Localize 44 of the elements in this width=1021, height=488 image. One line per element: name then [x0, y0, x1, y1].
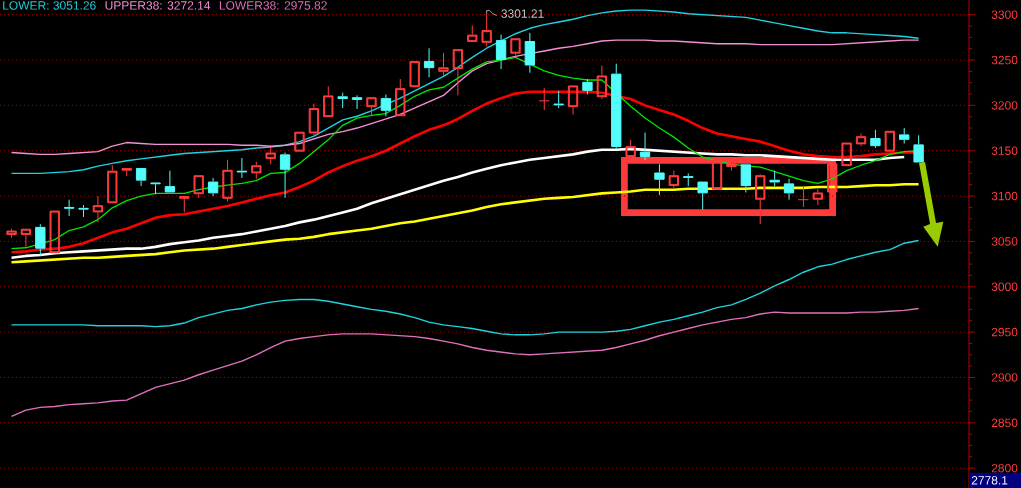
y-tick-label: 3250 [991, 55, 1018, 65]
text: 2778.1 [971, 476, 1008, 485]
text: LOWER: 3051.26 [3, 1, 96, 10]
candlestick [524, 32, 536, 74]
y-tick-label: 3300 [991, 10, 1018, 19]
candlestick [279, 152, 291, 199]
candlestick [207, 177, 219, 197]
y-tick-label: 2900 [991, 373, 1018, 382]
candlestick [654, 163, 665, 196]
candlestick [697, 181, 708, 211]
candlestick [63, 199, 75, 217]
y-tick-label: 3150 [991, 146, 1018, 155]
y-tick-label: 3000 [991, 282, 1018, 292]
candlestick [351, 94, 363, 110]
y-tick-label: 3050 [991, 237, 1018, 246]
candlestick [380, 94, 392, 117]
y-tick-label: 2950 [991, 327, 1018, 337]
candlestick [870, 129, 881, 149]
candlestick [164, 170, 176, 193]
candlestick [179, 196, 190, 213]
candlestick [683, 172, 694, 187]
y-tick-label: 2850 [991, 418, 1018, 428]
text: UPPER38: 3272.14 [105, 1, 211, 10]
candlestick [611, 63, 622, 150]
candlestick [783, 178, 795, 201]
y-tick-label: 3100 [991, 191, 1018, 201]
y-tick-label: 3200 [991, 101, 1018, 110]
candlestick [135, 167, 147, 187]
candlestick [740, 164, 752, 193]
candlestick [913, 134, 924, 163]
candlestick [121, 167, 132, 177]
candlestick [236, 157, 248, 179]
y-tick-label: 2800 [991, 463, 1018, 473]
candlestick [538, 87, 550, 111]
candlestick [35, 223, 46, 257]
candlestick [726, 163, 737, 172]
candlestick [78, 204, 89, 218]
candlestick [150, 182, 161, 195]
annotation: 3301.21 [501, 9, 544, 18]
text: LOWER38: 2975.82 [219, 1, 327, 10]
candlestick [495, 34, 507, 70]
candlestick [797, 185, 810, 208]
candlestick [639, 132, 651, 161]
candlestick [423, 47, 435, 78]
